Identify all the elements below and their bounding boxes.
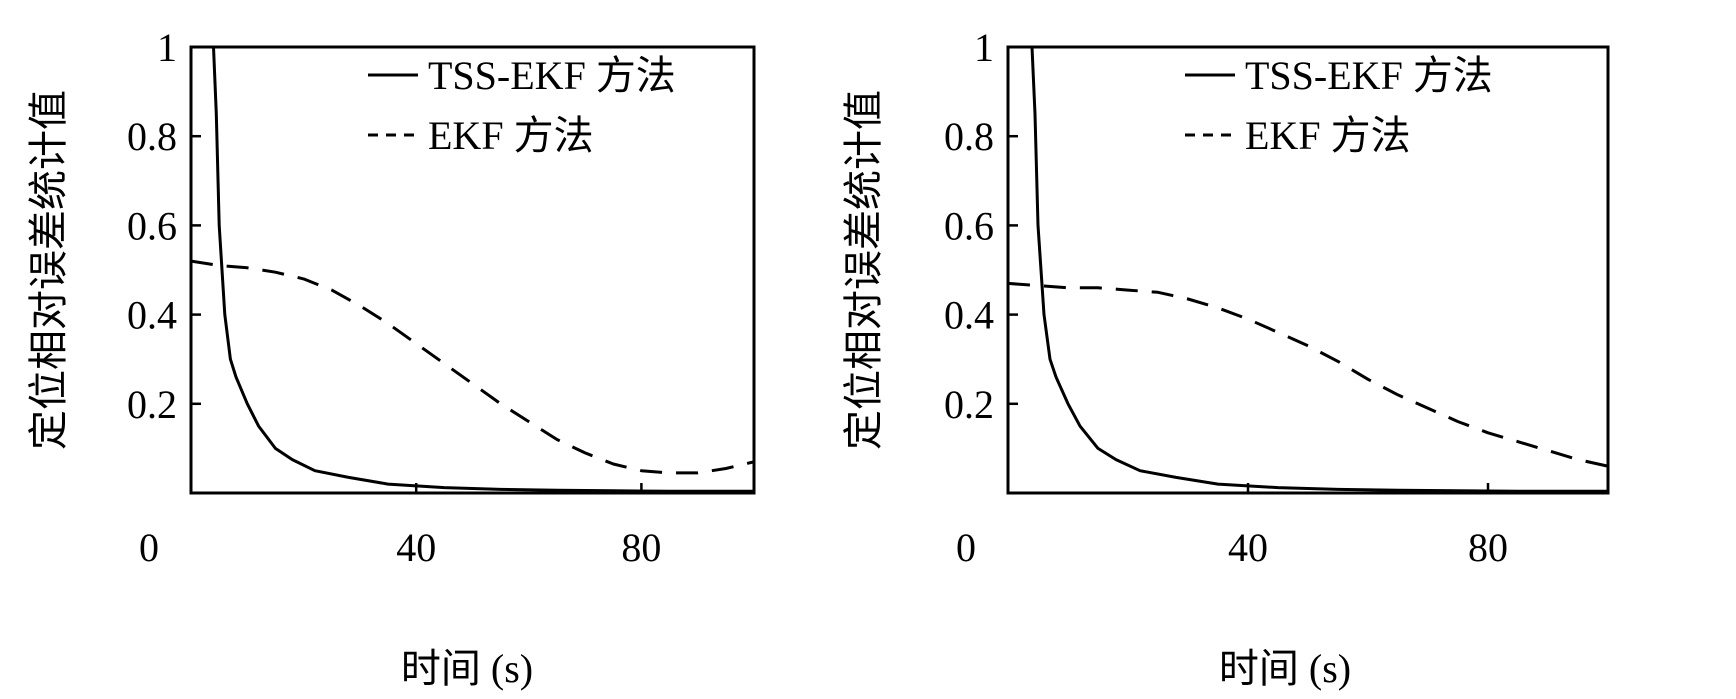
y-tick-label: 0.2 [944, 382, 994, 427]
chart-panel-1: 0.2 0.4 0.6 0.8 1 0 40 80 时间 (s) 定位相对误差统计值 TSS-EKF… [26, 25, 756, 691]
y-tick-label: 0.2 [127, 382, 177, 427]
plot-frame [1006, 45, 1610, 495]
x-axis-label: 时间 (s) [401, 646, 533, 691]
series-line-tss-ekf [1030, 47, 1608, 493]
y-tick-label: 0.4 [127, 293, 177, 338]
y-tick-label: 0.6 [127, 203, 177, 248]
y-tick-label: 1 [157, 25, 177, 70]
legend-label: EKF 方法 [1245, 113, 1411, 158]
x-tick-label: 80 [1468, 525, 1508, 570]
plot-frame [189, 45, 756, 495]
x-axis-label: 时间 (s) [1219, 646, 1351, 691]
x-tick-label: 80 [621, 525, 661, 570]
x-tick-label: 40 [396, 525, 436, 570]
legend-label: TSS-EKF 方法 [1245, 53, 1493, 98]
y-tick-label: 1 [974, 25, 994, 70]
y-tick-label: 0.8 [127, 114, 177, 159]
legend-label: TSS-EKF 方法 [428, 53, 676, 98]
series-line-ekf [191, 259, 754, 475]
y-tick-label: 0.6 [944, 203, 994, 248]
x-tick-label: 0 [139, 525, 159, 570]
legend-label: EKF 方法 [428, 113, 594, 158]
y-tick-label: 0.8 [944, 114, 994, 159]
chart-panel-2: 0.2 0.4 0.6 0.8 1 0 40 80 时间 (s) 定位相对误差统计值 TSS-EKF… [841, 25, 1610, 691]
x-tick-label: 40 [1228, 525, 1268, 570]
series-line-tss-ekf [212, 47, 754, 493]
series-line-ekf [1008, 281, 1608, 468]
y-axis-label: 定位相对误差统计值 [26, 90, 71, 450]
y-axis-label: 定位相对误差统计值 [841, 90, 886, 450]
x-tick-label: 0 [956, 525, 976, 570]
y-tick-label: 0.4 [944, 293, 994, 338]
